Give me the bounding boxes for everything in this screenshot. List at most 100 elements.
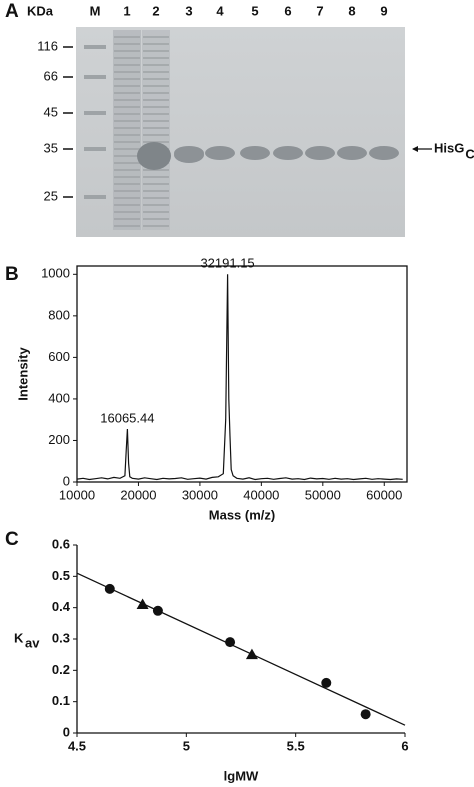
lane-band [114, 162, 140, 164]
target-band [205, 146, 235, 160]
lane-band [143, 57, 169, 59]
lane-label: 5 [251, 3, 258, 18]
y-tick-label: 0.3 [52, 630, 70, 645]
lane-label: 8 [348, 3, 355, 18]
plot-frame [76, 265, 408, 483]
y-tick-label: 400 [48, 390, 70, 405]
marker-band [84, 45, 106, 49]
lane-band [143, 141, 169, 143]
lane-label: 7 [316, 3, 323, 18]
lane-band [114, 92, 140, 94]
x-tick-label: 30000 [182, 487, 218, 502]
lane-band [114, 71, 140, 73]
marker-label: 116 [37, 38, 58, 53]
lane-band [114, 218, 140, 220]
lane-band [114, 64, 140, 66]
target-band [337, 146, 367, 160]
lane-band [143, 113, 169, 115]
x-tick-label: 60000 [366, 487, 402, 502]
lane-band [114, 141, 140, 143]
y-axis-label-sub: av [25, 635, 40, 650]
lane-band [143, 106, 169, 108]
y-axis-label: K [14, 630, 24, 645]
point [225, 637, 236, 648]
lane-band [143, 92, 169, 94]
peak-label: 16065.44 [100, 410, 154, 425]
lane-band [114, 225, 140, 227]
lane-band [114, 78, 140, 80]
lane-label: 6 [284, 3, 291, 18]
lane-band [114, 99, 140, 101]
marker-band [84, 75, 106, 79]
marker-label: 45 [44, 104, 58, 119]
lane-band [114, 176, 140, 178]
panel-label: C [5, 529, 19, 550]
y-tick-label: 0.6 [52, 536, 70, 551]
lane-band [143, 183, 169, 185]
lane-band [114, 85, 140, 87]
point [245, 648, 258, 660]
lane-smear [142, 30, 170, 230]
x-tick-label: 40000 [243, 487, 279, 502]
lane-band [114, 183, 140, 185]
lane-smear [113, 30, 141, 230]
lane-band [143, 190, 169, 192]
lane-band [114, 120, 140, 122]
lane-band [143, 36, 169, 38]
lane-label: 4 [216, 3, 224, 18]
lane-band [114, 50, 140, 52]
y-tick-label: 0.1 [52, 693, 70, 708]
x-tick-label: 20000 [120, 487, 156, 502]
target-band [240, 146, 270, 160]
point [136, 598, 149, 610]
peak-label: 32191.15 [200, 256, 254, 271]
lane-band [114, 197, 140, 199]
lane-band [143, 169, 169, 171]
lane-band [143, 71, 169, 73]
lane-band [143, 64, 169, 66]
lane-band [114, 106, 140, 108]
lane-band [143, 43, 169, 45]
lane-band [143, 127, 169, 129]
band-arrowhead [412, 146, 418, 152]
x-tick-label: 10000 [59, 487, 95, 502]
lane-band [114, 169, 140, 171]
point [104, 583, 115, 594]
lane-label: 9 [380, 3, 387, 18]
y-tick-label: 1000 [41, 266, 70, 281]
y-tick-label: 0.2 [52, 662, 70, 677]
lane-band [143, 120, 169, 122]
gel-lanes [84, 30, 399, 230]
lane-band [143, 78, 169, 80]
x-tick-label: 5.5 [287, 738, 305, 753]
lane-band [143, 218, 169, 220]
y-axis-label: Intensity [15, 347, 30, 401]
lane-band [114, 211, 140, 213]
y-tick-label: 0 [63, 473, 70, 488]
x-tick-label: 4.5 [68, 738, 86, 753]
target-band [305, 146, 335, 160]
panel-label: A [5, 1, 19, 22]
lane-band [143, 50, 169, 52]
y-tick-label: 0.4 [52, 599, 71, 614]
target-band [137, 142, 171, 170]
y-tick-label: 0.5 [52, 568, 70, 583]
lane-label: M [90, 3, 101, 18]
x-tick-label: 50000 [305, 487, 341, 502]
lane-band [114, 134, 140, 136]
lane-band [114, 43, 140, 45]
marker-label: 25 [44, 188, 58, 203]
lane-band [114, 127, 140, 129]
marker-band [84, 195, 106, 199]
lane-label: 2 [152, 3, 159, 18]
target-band [174, 147, 204, 163]
target-band [369, 146, 399, 160]
lane-band [143, 99, 169, 101]
lane-band [143, 211, 169, 213]
x-axis-label: lgMW [224, 768, 259, 783]
lane-band [114, 190, 140, 192]
lane-band [114, 36, 140, 38]
lane-band [114, 204, 140, 206]
unit-label: KDa [27, 3, 54, 18]
